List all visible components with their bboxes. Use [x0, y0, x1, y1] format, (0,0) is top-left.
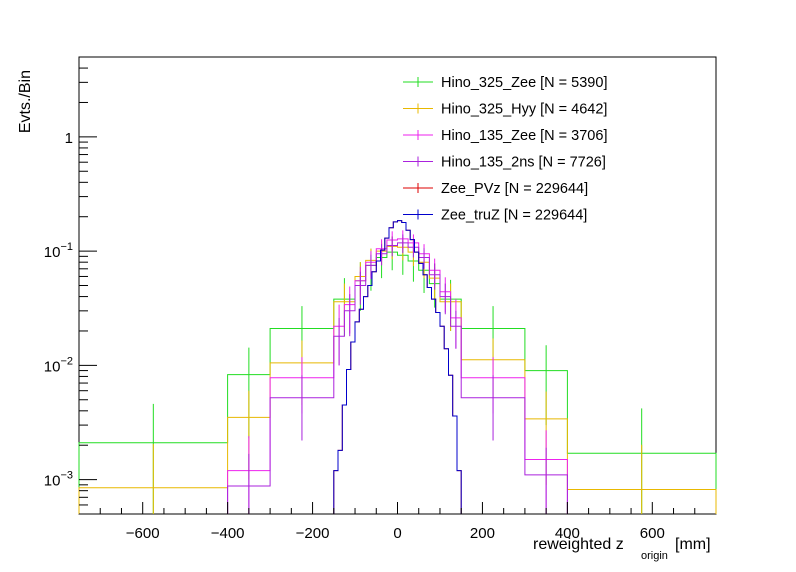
x-tick-label: 0 [393, 525, 401, 542]
y-tick-base: 10 [44, 244, 61, 261]
legend-label: Hino_325_Hyy [N = 4642] [441, 102, 607, 118]
y-tick-base: 10 [44, 473, 61, 490]
legend-item: Hino_135_2ns [N = 7726] [403, 155, 606, 171]
series-step-line [333, 220, 462, 514]
y-tick-exponent: −3 [60, 470, 73, 482]
x-axis-label: reweighted z origin [mm] [533, 536, 711, 562]
x-axis-label-unit: [mm] [675, 536, 711, 553]
y-axis-label: Evts./Bin [17, 70, 34, 133]
x-tick-label: −200 [296, 525, 330, 542]
x-axis-label-main: reweighted z [533, 536, 624, 553]
legend-label: Zee_truZ [N = 229644] [441, 208, 587, 224]
legend-item: Zee_PVz [N = 229644] [403, 181, 588, 197]
x-tick-label: 600 [640, 525, 665, 542]
legend-label: Zee_PVz [N = 229644] [441, 181, 588, 197]
series-5 [333, 220, 462, 514]
y-tick-base: 1 [65, 130, 73, 147]
legend: Hino_325_Zee [N = 5390] Hino_325_Hyy [N =… [403, 75, 607, 224]
legend-label: Hino_135_Zee [N = 3706] [441, 128, 607, 144]
series-3 [227, 234, 568, 514]
y-tick-exponent: −1 [60, 241, 73, 253]
x-tick-label: −400 [211, 525, 245, 542]
series-layer [78, 220, 717, 514]
legend-label: Hino_135_2ns [N = 7726] [441, 155, 606, 171]
legend-item: Hino_135_Zee [N = 3706] [403, 128, 607, 144]
y-tick-label: 10−1 [44, 241, 73, 261]
x-tick-label: 200 [470, 525, 495, 542]
y-tick-label: 10−3 [44, 470, 73, 490]
y-tick-base: 10 [44, 358, 61, 375]
y-tick-label: 1 [65, 130, 73, 147]
legend-label: Hino_325_Zee [N = 5390] [441, 75, 607, 91]
y-tick-exponent: −2 [60, 355, 73, 367]
x-tick-label: 400 [555, 525, 580, 542]
y-tick-label: 10−2 [44, 355, 73, 375]
x-axis-label-sub: origin [641, 550, 668, 562]
legend-item: Hino_325_Zee [N = 5390] [403, 75, 607, 91]
legend-item: Hino_325_Hyy [N = 4642] [403, 102, 607, 118]
x-tick-label: −600 [126, 525, 160, 542]
legend-item: Zee_truZ [N = 229644] [403, 208, 587, 224]
